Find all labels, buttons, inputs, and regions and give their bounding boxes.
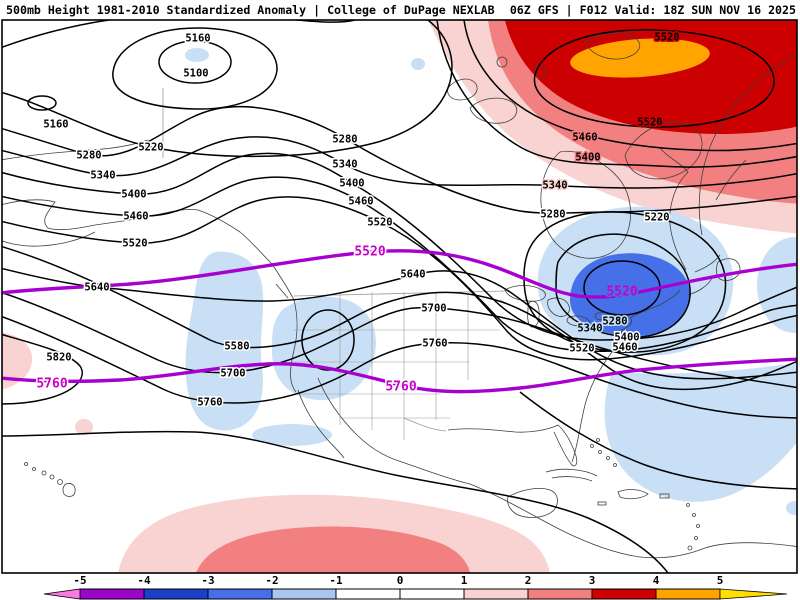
contour-label: 5760 (36, 377, 67, 392)
colorbar-segment (271, 588, 337, 600)
contour-label: 5580 (224, 341, 249, 353)
contour-label: 5280 (332, 134, 357, 146)
colorbar-segment (399, 588, 465, 600)
contour-label: 5520 (654, 32, 679, 44)
colorbar-segment (79, 588, 145, 600)
contour-label: 5460 (572, 132, 597, 144)
geography-layer (2, 32, 797, 559)
contour-label: 5820 (46, 352, 71, 364)
colorbar-segment (655, 588, 721, 600)
colorbar-tick-label: -2 (265, 574, 278, 587)
contour-label: 5520 (122, 238, 147, 250)
contour-label: 5340 (542, 180, 567, 192)
contour-label: 5400 (575, 152, 600, 164)
contour-label: 5340 (577, 323, 602, 335)
contour-label: 5400 (339, 178, 364, 190)
contour-label: 5460 (348, 196, 373, 208)
contour-label: 5220 (138, 142, 163, 154)
colorbar-tick-label: -1 (329, 574, 343, 587)
contour-label: 5520 (354, 245, 385, 260)
colorbar-segment (335, 588, 401, 600)
colorbar-segment (143, 588, 209, 600)
colorbar-tick-label: 4 (653, 574, 660, 587)
map-title: 500mb Height 1981-2010 Standardized Anom… (6, 3, 495, 17)
colorbar-segment (527, 588, 593, 600)
contour-label: 5100 (183, 68, 208, 80)
map-frame (1, 19, 798, 574)
contour-label: 5160 (185, 33, 210, 45)
contour-label: 5520 (367, 217, 392, 229)
colorbar-segment (591, 588, 657, 600)
contour-label: 5220 (644, 212, 669, 224)
colorbar-tick-label: 2 (525, 574, 532, 587)
contour-label: 5280 (602, 316, 627, 328)
contour-label: 5760 (385, 380, 416, 395)
colorbar-segment (207, 588, 273, 600)
title-bar: 500mb Height 1981-2010 Standardized Anom… (6, 3, 796, 17)
contour-label: 5340 (332, 159, 357, 171)
contour-label: 5700 (421, 303, 446, 315)
contour-label: 5460 (612, 342, 637, 354)
colorbar-tick-label: -4 (137, 574, 151, 587)
contour-label: 5640 (84, 282, 109, 294)
colorbar-over-arrow (719, 588, 788, 600)
contour-label: 5520 (637, 117, 662, 129)
contour-label: 5280 (540, 209, 565, 221)
anomaly-colorbar: -5 -4 -3 -2 -1 0 1 2 3 4 5 (43, 574, 788, 600)
contour-label: 5700 (220, 368, 245, 380)
colorbar-tick-label: -5 (73, 574, 86, 587)
contour-label: 5520 (569, 343, 594, 355)
contour-labels-layer: 5160510051605220528053405400546055205280… (35, 30, 681, 410)
anomaly-shading-layer (2, 20, 797, 573)
contour-label: 5340 (90, 170, 115, 182)
colorbar-tick-label: 1 (461, 574, 468, 587)
colorbar-segment (463, 588, 529, 600)
colorbar-tick-label: -3 (201, 574, 214, 587)
contour-label: 5760 (422, 338, 447, 350)
climo-highlight-layer (2, 249, 797, 394)
contour-label: 5160 (43, 119, 68, 131)
contour-label: 5640 (400, 269, 425, 281)
model-valid-time: 06Z GFS | F012 Valid: 18Z SUN NOV 16 202… (509, 3, 796, 17)
contour-label: 5760 (197, 397, 222, 409)
colorbar-tick-label: 0 (397, 574, 404, 587)
contour-label: 5520 (606, 285, 637, 300)
contour-label: 5460 (123, 211, 148, 223)
contour-label: 5400 (121, 189, 146, 201)
contour-label: 5280 (76, 150, 101, 162)
colorbar-under-arrow (43, 588, 81, 600)
colorbar-tick-label: 3 (589, 574, 596, 587)
colorbar-tick-label: 5 (717, 574, 724, 587)
contour-label: 5400 (614, 332, 639, 344)
